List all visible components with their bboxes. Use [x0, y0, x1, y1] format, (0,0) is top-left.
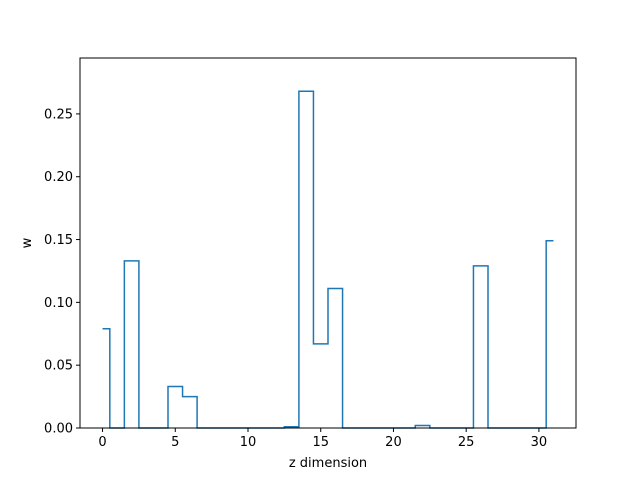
- x-tick-label: 30: [531, 435, 548, 450]
- y-axis-label: w: [20, 237, 35, 248]
- y-axis-ticks: 0.00 0.05 0.10 0.15 0.20 0.25: [44, 107, 80, 437]
- x-tick-label: 5: [171, 435, 179, 450]
- y-tick-label: 0.05: [44, 359, 73, 374]
- x-axis-label: z dimension: [289, 456, 367, 471]
- y-tick-label: 0.20: [44, 170, 73, 185]
- x-tick-label: 15: [312, 435, 329, 450]
- x-axis-ticks: 0 5 10 15 20 25 30: [98, 428, 547, 450]
- y-tick-label: 0.25: [44, 107, 73, 122]
- y-tick-label: 0.10: [44, 296, 73, 311]
- x-tick-label: 0: [98, 435, 106, 450]
- y-tick-label: 0.00: [44, 422, 73, 437]
- x-tick-label: 20: [385, 435, 402, 450]
- plot-frame: [79, 57, 577, 429]
- y-tick-label: 0.15: [44, 233, 73, 248]
- x-tick-label: 10: [240, 435, 257, 450]
- x-tick-label: 25: [458, 435, 475, 450]
